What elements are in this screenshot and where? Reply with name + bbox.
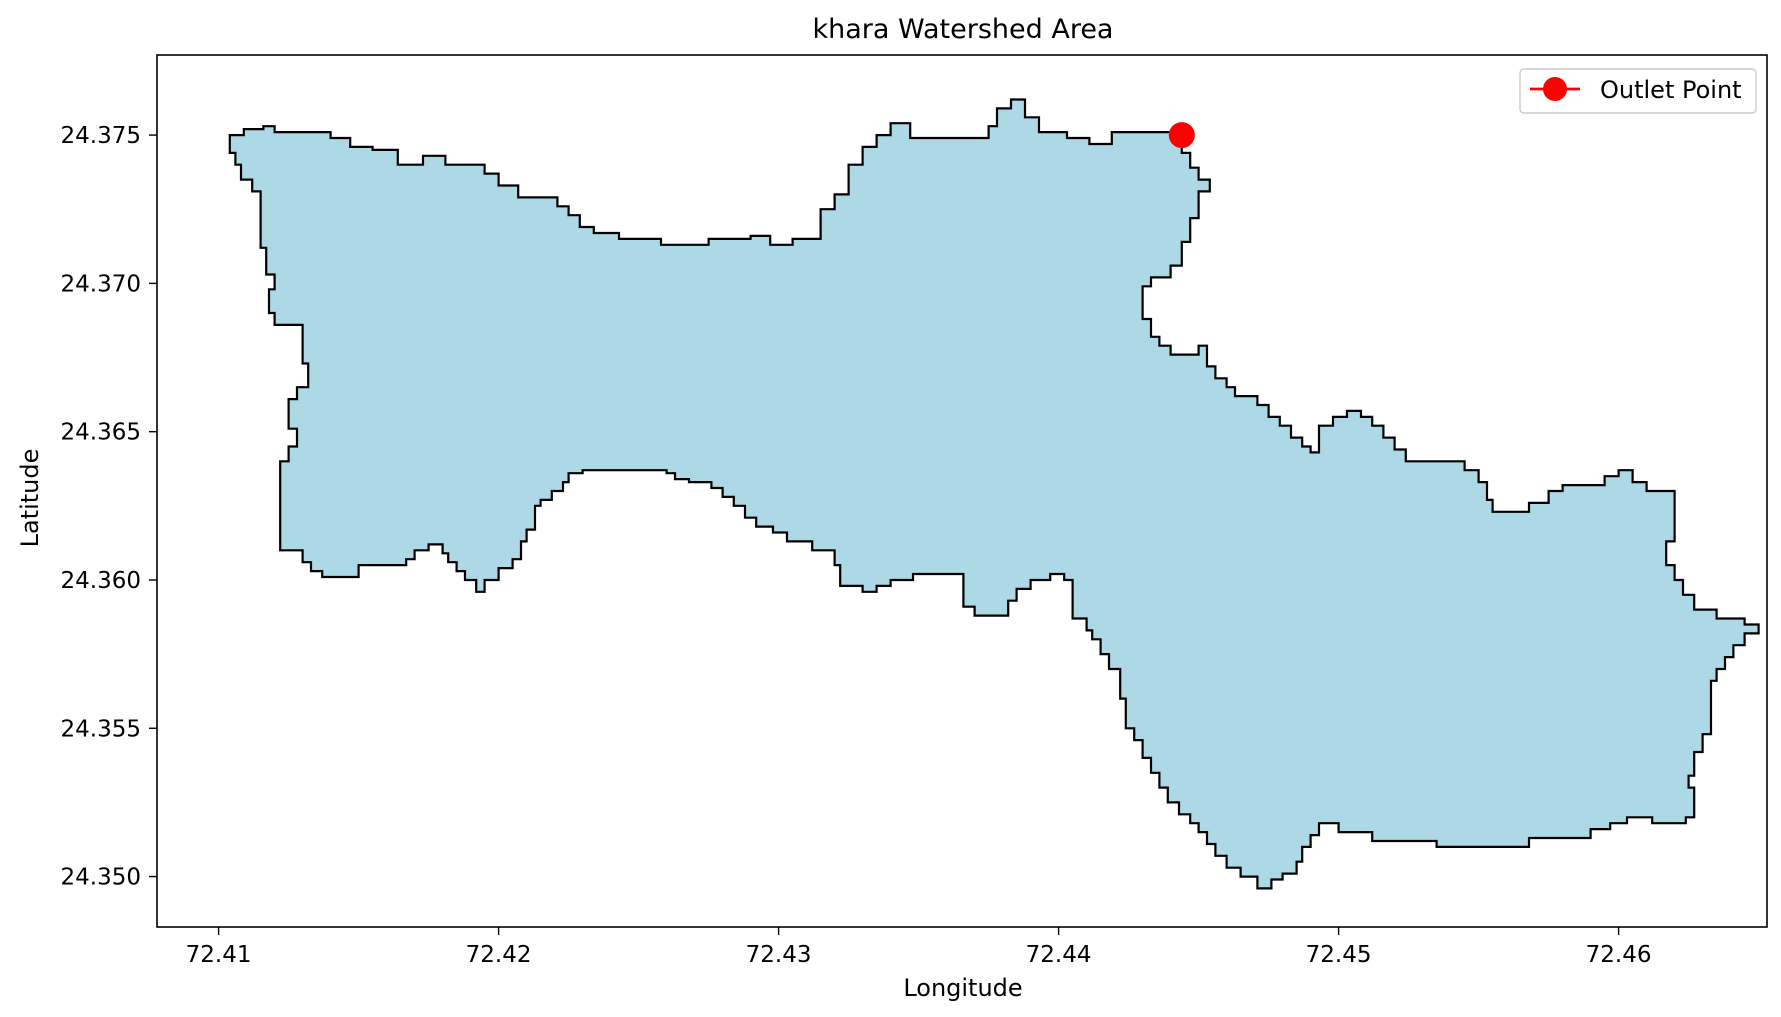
legend: Outlet Point [1519, 68, 1757, 114]
x-tick-label: 72.41 [186, 942, 252, 968]
plot-area [228, 98, 1760, 890]
legend-box [1519, 68, 1757, 114]
axes-frame [156, 54, 1768, 928]
legend-marker-icon [1543, 77, 1567, 101]
x-tick-label: 72.44 [1026, 942, 1092, 968]
y-tick-label: 24.355 [61, 716, 141, 742]
chart-title: khara Watershed Area [813, 14, 1114, 45]
y-tick-label: 24.360 [61, 568, 141, 594]
x-axis-ticks: 72.41 72.42 72.43 72.44 72.45 72.46 [186, 927, 1652, 968]
watershed-boundary [228, 98, 1760, 890]
x-tick-label: 72.42 [466, 942, 532, 968]
y-tick-label: 24.370 [61, 271, 141, 297]
y-axis-ticks: 24.350 24.355 24.360 24.365 24.370 24.375 [61, 123, 157, 891]
x-tick-label: 72.46 [1586, 942, 1652, 968]
legend-entry-label: Outlet Point [1600, 76, 1742, 104]
y-axis-label: Latitude [16, 449, 44, 548]
y-tick-label: 24.350 [61, 865, 141, 891]
outlet-point-marker [1168, 122, 1195, 149]
x-tick-label: 72.43 [746, 942, 812, 968]
x-axis-label: Longitude [903, 974, 1022, 1002]
x-tick-label: 72.45 [1306, 942, 1372, 968]
y-tick-label: 24.365 [61, 420, 141, 446]
y-tick-label: 24.375 [61, 123, 141, 149]
